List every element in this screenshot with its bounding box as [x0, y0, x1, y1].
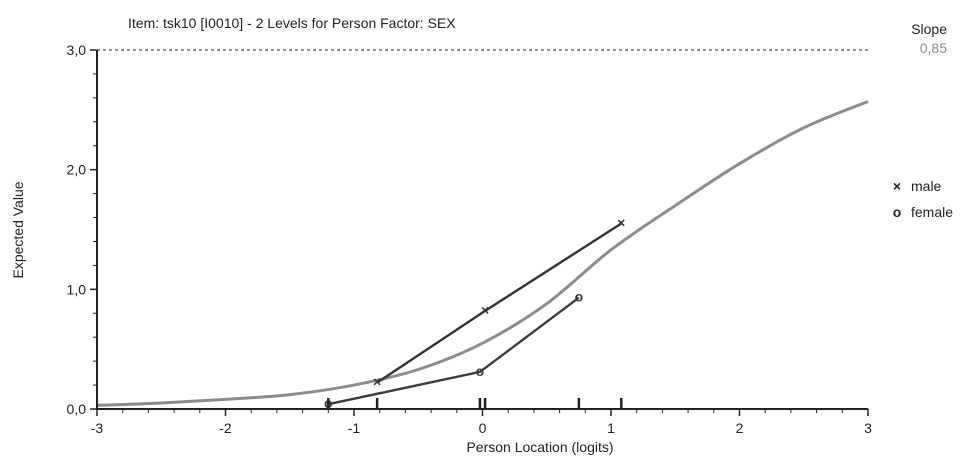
legend-label-male: male — [911, 178, 942, 194]
x-tick-label: 0 — [479, 420, 487, 436]
series-marker-male: × — [373, 374, 381, 390]
y-axis-label: Expected Value — [10, 181, 26, 278]
slope-value: 0,85 — [920, 40, 947, 56]
series-marker-male: × — [481, 302, 489, 318]
series-line-female — [328, 296, 580, 406]
y-tick-label: 2,0 — [67, 162, 87, 178]
series-marker-male: × — [617, 215, 625, 231]
x-tick-label: -2 — [219, 420, 232, 436]
slope-label: Slope — [911, 21, 947, 37]
group-location-ticks — [327, 398, 623, 409]
series-marker-female: o — [575, 289, 584, 305]
x-tick-label: 2 — [736, 420, 744, 436]
axes — [96, 50, 868, 410]
chart-title: Item: tsk10 [I0010] - 2 Levels for Perso… — [128, 15, 456, 31]
y-tick-label: 1,0 — [67, 281, 87, 297]
x-tick-label: 1 — [607, 420, 615, 436]
x-axis-label: Person Location (logits) — [466, 439, 613, 455]
legend-marker-male: × — [893, 178, 901, 194]
x-tick-label: 3 — [864, 420, 872, 436]
x-tick-label: -3 — [91, 420, 104, 436]
x-tick-label: -1 — [348, 420, 361, 436]
legend-label-female: female — [911, 204, 953, 220]
y-tick-label: 0,0 — [67, 401, 87, 417]
series-line-male — [376, 222, 622, 384]
y-tick-label: 3,0 — [67, 42, 87, 58]
y-ticks: 0,0 1,0 2,0 3,0 — [67, 42, 97, 417]
legend-marker-female: o — [893, 204, 902, 220]
series-marker-female: o — [476, 363, 485, 379]
x-ticks: -3 -2 -1 0 1 2 3 — [91, 409, 872, 436]
expected-value-curve — [96, 100, 869, 407]
